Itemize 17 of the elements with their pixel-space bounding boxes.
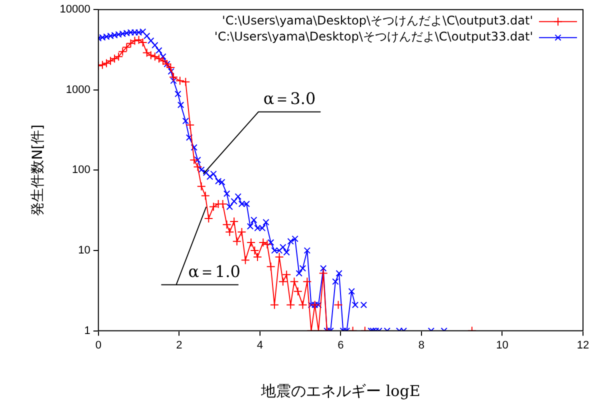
y-tick-label: 100 [72, 164, 90, 176]
y-tick-label: 1000 [66, 84, 90, 96]
x-tick-label: 0 [95, 339, 102, 352]
x-tick-label: 6 [338, 339, 344, 352]
x-tick-label: 2 [176, 339, 182, 352]
y-axis-title: 発生件数N[件] [30, 124, 46, 216]
y-tick-label: 10 [78, 244, 90, 257]
x-tick-label: 12 [576, 339, 590, 352]
x-tick-label: 8 [418, 339, 425, 352]
y-tick-label: 1 [84, 324, 90, 337]
annotation: α＝3.0 [263, 89, 316, 108]
y-tick-label: 10000 [60, 4, 90, 16]
legend-label: 'C:\Users\yama\Desktop\そつけんだよ\C\output33.dat' [214, 30, 533, 44]
x-axis-title: 地震のエネルギー logE [260, 382, 420, 400]
x-tick-label: 4 [256, 339, 263, 352]
legend-label: 'C:\Users\yama\Desktop\そつけんだよ\C\output3.dat' [222, 14, 533, 28]
x-tick-label: 10 [496, 339, 508, 352]
